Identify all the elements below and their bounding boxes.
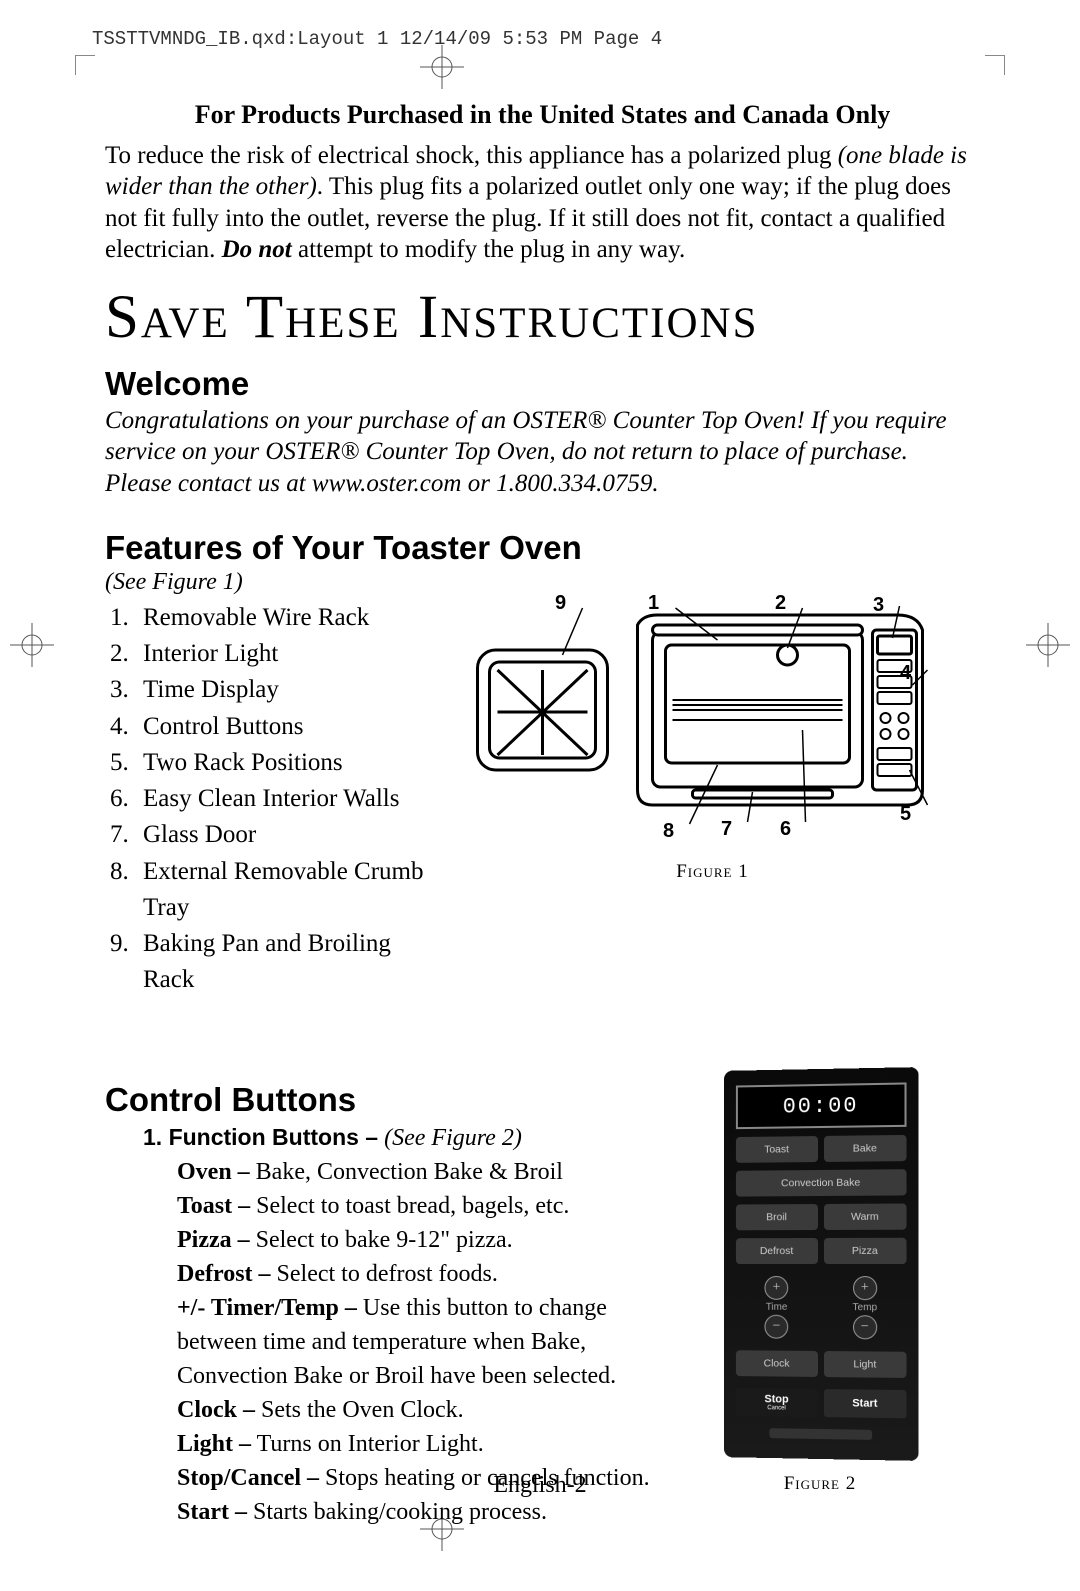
see-figure-1: (See Figure 1) [105,569,980,596]
main-title: Save These Instructions [105,283,980,353]
intro-paragraph: To reduce the risk of electrical shock, … [105,140,980,265]
welcome-text: Congratulations on your purchase of an O… [105,405,980,499]
defrost-button: Defrost [735,1238,817,1264]
feature-item: Time Display [135,672,445,708]
registration-mark-left [10,623,54,667]
light-button: Light [823,1351,906,1378]
callout-number: 9 [555,592,566,615]
page-header-line: TSSTTVMNDG_IB.qxd:Layout 1 12/14/09 5:53… [92,28,662,50]
clock-button: Clock [735,1350,817,1377]
control-item: Oven – Bake, Convection Bake & Broil [171,1155,660,1189]
pizza-button: Pizza [823,1237,906,1263]
welcome-heading: Welcome [105,365,980,403]
control-item: Light – Turns on Interior Light. [171,1427,660,1461]
feature-item: Control Buttons [135,709,445,745]
callout-number: 2 [775,592,786,615]
callout-number: 3 [873,594,884,617]
feature-item: External Removable Crumb Tray [135,854,445,927]
broil-button: Broil [735,1204,817,1230]
callout-number: 6 [780,818,791,841]
toast-button: Toast [735,1136,817,1163]
crop-mark [985,55,1005,75]
feature-item: Glass Door [135,817,445,853]
feature-item: Removable Wire Rack [135,600,445,636]
lcd-display: 00:00 [735,1082,906,1129]
callout-number: 7 [721,818,732,841]
subtitle: For Products Purchased in the United Sta… [105,100,980,130]
warm-button: Warm [823,1203,906,1230]
control-item: Clock – Sets the Oven Clock. [171,1393,660,1427]
time-plus-icon: + [764,1275,788,1299]
temp-plus-icon: + [852,1276,876,1300]
control-item: Pizza – Select to bake 9-12" pizza. [171,1223,660,1257]
panel-slot [769,1428,871,1440]
callout-number: 4 [900,662,911,685]
control-item: Toast – Select to toast bread, bagels, e… [171,1189,660,1223]
features-list: Removable Wire RackInterior LightTime Di… [105,600,445,999]
registration-mark-right [1026,623,1070,667]
stop-cancel-button: Stop Cancel [735,1387,817,1416]
features-heading: Features of Your Toaster Oven [105,529,980,567]
feature-item: Baking Pan and Broiling Rack [135,926,445,999]
time-minus-icon: − [764,1314,788,1338]
control-item: +/- Timer/Temp – Use this button to chan… [171,1291,660,1393]
control-item: Defrost – Select to defrost foods. [171,1257,660,1291]
feature-item: Easy Clean Interior Walls [135,781,445,817]
callout-number: 8 [663,820,674,843]
feature-item: Two Rack Positions [135,745,445,781]
feature-item: Interior Light [135,636,445,672]
control-item: Start – Starts baking/cooking process. [171,1495,660,1529]
figure-1-caption: Figure 1 [445,861,980,883]
time-label: Time [765,1301,787,1312]
temp-label: Temp [852,1302,877,1313]
convection-bake-button: Convection Bake [735,1169,906,1196]
bake-button: Bake [823,1134,906,1161]
figure-1: 123456789 Figure 1 [445,600,980,880]
callout-number: 5 [900,803,911,826]
crop-mark [75,55,95,75]
control-panel-illustration: 00:00 Toast Bake Convection Bake Broil W… [724,1067,919,1461]
page-footer: English-2 [0,1472,1080,1499]
control-buttons-list: 1. Function Buttons – (See Figure 2) Ove… [105,1121,660,1530]
figure-2: 00:00 Toast Bake Convection Bake Broil W… [660,1069,980,1495]
start-button: Start [823,1389,906,1418]
callout-number: 1 [648,592,659,615]
temp-minus-icon: − [852,1315,876,1339]
registration-mark-top [420,45,464,89]
control-buttons-heading: Control Buttons [105,1081,660,1119]
